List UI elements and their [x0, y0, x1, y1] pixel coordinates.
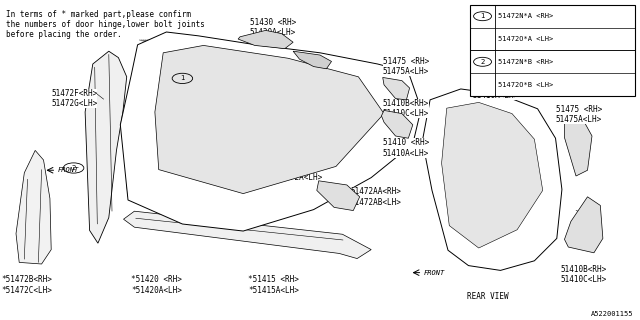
Text: 51472O*A <LH>: 51472O*A <LH> — [498, 36, 553, 42]
Text: 51475 <RH>
51475A<LH>: 51475 <RH> 51475A<LH> — [556, 105, 602, 124]
Polygon shape — [564, 197, 603, 253]
Text: REAR VIEW: REAR VIEW — [467, 292, 509, 301]
Polygon shape — [16, 150, 51, 264]
Text: 51410 <RH>
51410A<LH>: 51410 <RH> 51410A<LH> — [472, 81, 518, 100]
Text: 51472AA<RH>
51472AB<LH>: 51472AA<RH> 51472AB<LH> — [351, 187, 401, 207]
Polygon shape — [564, 116, 592, 176]
Polygon shape — [127, 166, 216, 217]
Text: 51472N*A <RH>: 51472N*A <RH> — [498, 13, 553, 19]
Text: 51475 <RH>
51475A<LH>: 51475 <RH> 51475A<LH> — [383, 57, 429, 76]
Text: 51472O*B <LH>: 51472O*B <LH> — [498, 82, 553, 88]
Text: In terms of * marked part,please confirm
the numbers of door hinge,lower bolt jo: In terms of * marked part,please confirm… — [6, 10, 205, 39]
Text: FRONT: FRONT — [58, 167, 79, 173]
Text: FRONT: FRONT — [424, 270, 445, 276]
Text: 51472 <RH>
51472A<LH>: 51472 <RH> 51472A<LH> — [276, 163, 323, 182]
Polygon shape — [85, 51, 127, 243]
Text: *51420 <RH>
*51420A<LH>: *51420 <RH> *51420A<LH> — [131, 275, 182, 295]
Text: 51430 <RH>
51430A<LH>: 51430 <RH> 51430A<LH> — [250, 18, 296, 37]
Text: 51410B<RH>
51410C<LH>: 51410B<RH> 51410C<LH> — [383, 99, 429, 118]
Polygon shape — [120, 32, 421, 231]
Text: 51472N*B <RH>: 51472N*B <RH> — [498, 59, 553, 65]
Text: 51472F<RH>
51472G<LH>: 51472F<RH> 51472G<LH> — [51, 89, 97, 108]
Polygon shape — [381, 110, 413, 138]
Text: A522001155: A522001155 — [591, 311, 634, 317]
Polygon shape — [422, 89, 562, 270]
Polygon shape — [383, 77, 410, 100]
Polygon shape — [238, 30, 293, 49]
Text: *51415 <RH>
*51415A<LH>: *51415 <RH> *51415A<LH> — [248, 275, 299, 295]
Polygon shape — [155, 45, 384, 194]
Polygon shape — [124, 211, 371, 259]
Text: 1: 1 — [180, 76, 185, 81]
Text: *51472B<RH>
*51472C<LH>: *51472B<RH> *51472C<LH> — [1, 275, 52, 295]
Text: 1: 1 — [480, 13, 485, 19]
Text: 51410 <RH>
51410A<LH>: 51410 <RH> 51410A<LH> — [383, 138, 429, 158]
Polygon shape — [293, 51, 332, 69]
Bar — [470, 5, 635, 96]
Polygon shape — [442, 102, 543, 248]
Text: 51410B<RH>
51410C<LH>: 51410B<RH> 51410C<LH> — [560, 265, 606, 284]
Text: 2: 2 — [481, 59, 484, 65]
Text: 2: 2 — [72, 165, 76, 171]
Polygon shape — [317, 181, 360, 211]
